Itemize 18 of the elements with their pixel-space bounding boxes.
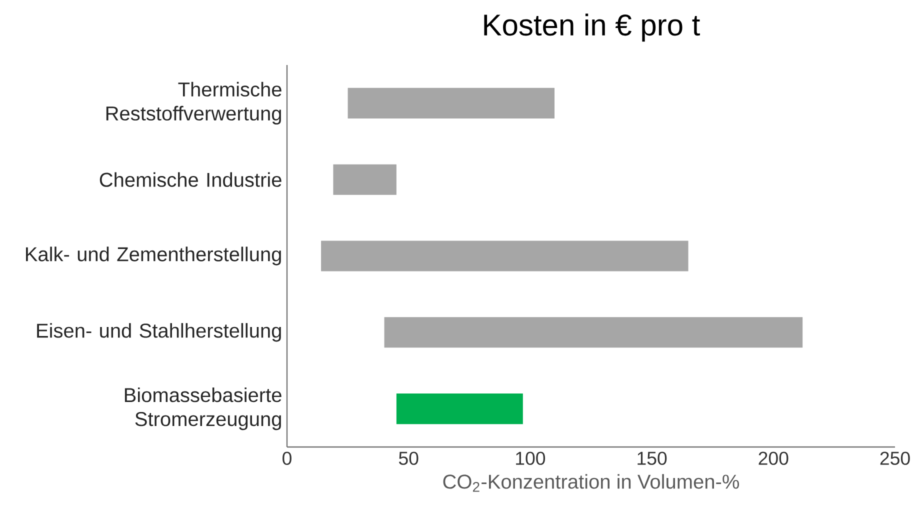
x-tick-label: 100 — [516, 452, 546, 465]
x-tick-label: 0 — [282, 452, 292, 465]
chart-title: Kosten in € pro t — [484, 14, 700, 42]
y-tick-label: Thermische Reststoffverwertung — [106, 82, 282, 125]
bar — [384, 317, 803, 348]
bar — [348, 88, 555, 118]
bar — [321, 240, 688, 272]
x-tick-label: 50 — [398, 452, 418, 465]
y-tick-label: Kalk- und Zementherstellung — [26, 246, 281, 266]
x-tick-label: 200 — [758, 452, 788, 465]
bar — [333, 164, 396, 195]
y-tick-label: Chemische Industrie — [100, 172, 282, 187]
bar — [396, 394, 523, 424]
x-tick-label: 250 — [880, 452, 910, 465]
y-tick-label: Biomassebasierte Stromerzeugung — [124, 387, 282, 430]
x-axis-title: CO$_{2}$-Konzentration in Volumen-% — [443, 474, 739, 492]
x-tick-label: 150 — [638, 452, 667, 465]
y-tick-label: Eisen- und Stahlherstellung — [37, 323, 281, 342]
